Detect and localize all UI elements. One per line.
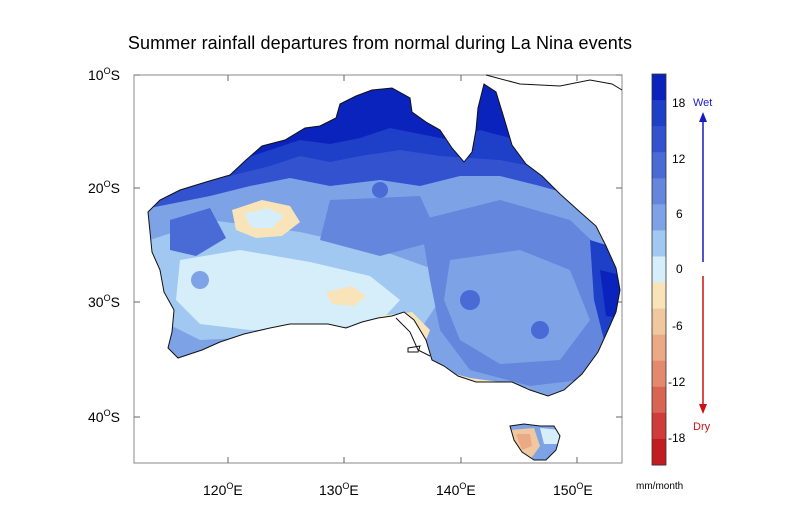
tasmania-coastline bbox=[509, 423, 561, 461]
colorbar-segment bbox=[652, 230, 666, 257]
colorbar-segment bbox=[652, 204, 666, 231]
colorbar-segment bbox=[652, 282, 666, 310]
colorbar-segment bbox=[652, 438, 666, 466]
new-guinea-coastline bbox=[485, 74, 623, 91]
lon-ticks bbox=[227, 75, 578, 463]
colorbar bbox=[652, 74, 666, 466]
colorbar-tick-minus-6: -6 bbox=[672, 319, 683, 333]
lat-label-40s: 40OS bbox=[88, 408, 120, 425]
colorbar-segment bbox=[652, 126, 666, 153]
wet-arrowhead-icon bbox=[699, 112, 707, 122]
wet-label: Wet bbox=[693, 97, 712, 109]
rainfall-field bbox=[148, 84, 620, 396]
lon-label-150e: 150OE bbox=[553, 481, 593, 498]
colorbar-segment bbox=[652, 412, 666, 440]
colorbar-segment bbox=[652, 178, 666, 205]
lat-label-30s: 30OS bbox=[88, 293, 120, 310]
colorbar-segment bbox=[652, 152, 666, 179]
dry-label: Dry bbox=[693, 421, 711, 433]
colorbar-frame bbox=[651, 73, 667, 466]
colorbar-tick-0: 0 bbox=[676, 262, 683, 276]
colorbar-tick-12: 12 bbox=[672, 152, 686, 166]
lon-label-130e: 130OE bbox=[319, 481, 359, 498]
colorbar-segment bbox=[652, 308, 666, 336]
colorbar-segment bbox=[652, 74, 666, 101]
colorbar-tick-6: 6 bbox=[676, 207, 683, 221]
tasmania-field bbox=[510, 424, 560, 460]
colorbar-segment bbox=[652, 256, 666, 284]
colorbar-tick-minus-18: -18 bbox=[668, 431, 686, 445]
lat-ticks bbox=[134, 74, 622, 418]
lon-label-140e: 140OE bbox=[436, 481, 476, 498]
colorbar-tick-18: 18 bbox=[672, 96, 686, 110]
gulf-outline bbox=[395, 317, 431, 357]
lon-label-120e: 120OE bbox=[203, 481, 243, 498]
colorbar-segment bbox=[652, 386, 666, 414]
colorbar-segment bbox=[652, 360, 666, 388]
lat-label-10s: 10OS bbox=[88, 66, 120, 83]
lat-label-20s: 20OS bbox=[88, 179, 120, 196]
kangaroo-island bbox=[407, 345, 421, 353]
colorbar-tick-minus-12: -12 bbox=[668, 375, 686, 389]
mainland-coastline bbox=[147, 83, 621, 397]
map-frame bbox=[133, 74, 623, 464]
map-title: Summer rainfall departures from normal d… bbox=[127, 33, 633, 53]
colorbar-units: mm/month bbox=[636, 481, 683, 492]
colorbar-segment bbox=[652, 100, 666, 127]
colorbar-segment bbox=[652, 334, 666, 362]
dry-arrowhead-icon bbox=[699, 404, 707, 414]
